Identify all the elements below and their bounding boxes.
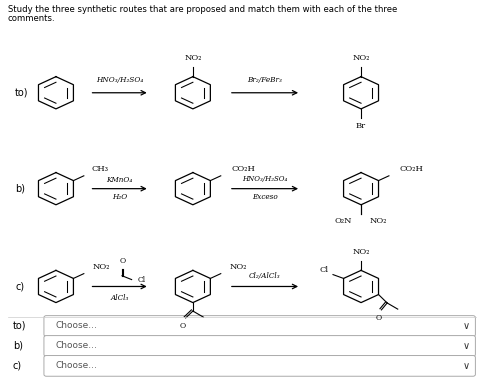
Text: H₂O: H₂O <box>112 193 127 201</box>
FancyBboxPatch shape <box>44 316 475 336</box>
Text: ∨: ∨ <box>463 361 470 371</box>
Text: NO₂: NO₂ <box>352 54 370 62</box>
Text: Cl₂/AlCl₃: Cl₂/AlCl₃ <box>249 272 281 280</box>
Text: to): to) <box>13 321 26 331</box>
Text: Choose...: Choose... <box>56 321 98 330</box>
Text: O₂N: O₂N <box>335 217 352 225</box>
Text: NO₂: NO₂ <box>229 263 247 271</box>
Text: Choose...: Choose... <box>56 341 98 350</box>
Text: O: O <box>375 314 381 322</box>
Text: O: O <box>120 258 125 265</box>
Text: CO₂H: CO₂H <box>400 165 423 173</box>
Text: CH₃: CH₃ <box>91 165 109 173</box>
Text: c): c) <box>15 281 24 291</box>
Text: comments.: comments. <box>8 14 55 23</box>
FancyBboxPatch shape <box>44 336 475 356</box>
Text: O: O <box>179 322 185 330</box>
Text: CO₂H: CO₂H <box>231 165 255 173</box>
Text: AlCl₃: AlCl₃ <box>111 294 129 302</box>
Text: b): b) <box>15 184 25 194</box>
Text: NO₂: NO₂ <box>184 54 202 62</box>
Text: NO₂: NO₂ <box>370 217 387 225</box>
Text: ∨: ∨ <box>463 321 470 331</box>
Text: NO₂: NO₂ <box>352 248 370 256</box>
Text: NO₂: NO₂ <box>92 263 110 271</box>
Text: HNO₃/H₂SO₄: HNO₃/H₂SO₄ <box>96 77 143 84</box>
Text: KMnO₄: KMnO₄ <box>107 176 133 184</box>
Text: Exceso: Exceso <box>252 193 278 201</box>
Text: HNO₃/H₂SO₄: HNO₃/H₂SO₄ <box>243 175 288 183</box>
FancyBboxPatch shape <box>44 355 475 376</box>
Text: Cl: Cl <box>319 266 328 274</box>
Text: to): to) <box>15 88 29 98</box>
Text: Br: Br <box>356 122 366 130</box>
Text: Choose...: Choose... <box>56 362 98 370</box>
Text: Br₂/FeBr₃: Br₂/FeBr₃ <box>247 77 283 84</box>
Text: ∨: ∨ <box>463 341 470 351</box>
Text: Study the three synthetic routes that are proposed and match them with each of t: Study the three synthetic routes that ar… <box>8 5 397 13</box>
Text: c): c) <box>13 360 22 370</box>
Text: b): b) <box>13 341 23 351</box>
Text: Cl: Cl <box>137 276 146 284</box>
